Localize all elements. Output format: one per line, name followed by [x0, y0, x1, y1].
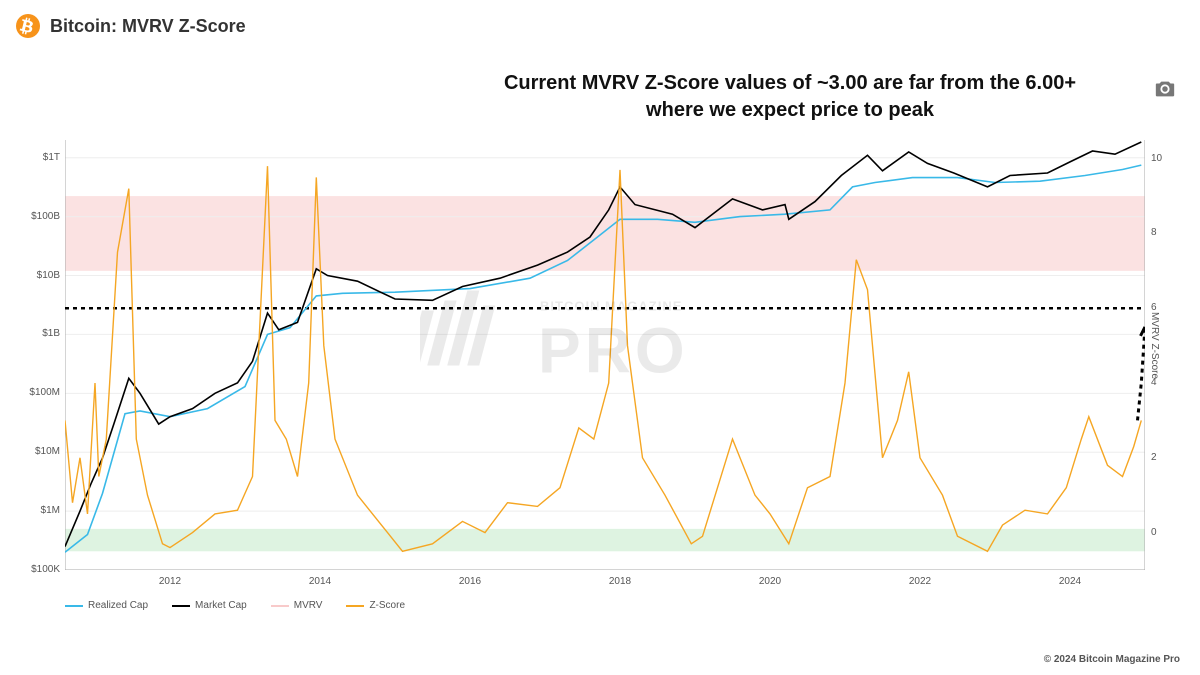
- y-left-tick-label: $1T: [10, 152, 60, 163]
- legend-item[interactable]: Realized Cap: [65, 600, 148, 611]
- chart-plot-area: [65, 140, 1145, 570]
- chart-title: Bitcoin: MVRV Z-Score: [50, 16, 246, 37]
- x-tick-label: 2014: [300, 576, 340, 587]
- y-right-tick-label: 2: [1151, 452, 1181, 463]
- y-left-tick-label: $1B: [10, 328, 60, 339]
- chart-header: Bitcoin: MVRV Z-Score: [0, 0, 1200, 48]
- legend-item[interactable]: MVRV: [271, 600, 323, 611]
- y-right-tick-label: 4: [1151, 377, 1181, 388]
- x-tick-label: 2022: [900, 576, 940, 587]
- y-left-tick-label: $100B: [10, 211, 60, 222]
- right-axis-title: MVRV Z-Score: [1149, 312, 1160, 379]
- copyright-text: © 2024 Bitcoin Magazine Pro: [1044, 654, 1180, 665]
- y-left-tick-label: $100K: [10, 564, 60, 575]
- screenshot-button[interactable]: [1154, 78, 1176, 100]
- legend-item[interactable]: Market Cap: [172, 600, 247, 611]
- legend-swatch: [346, 605, 364, 607]
- x-tick-label: 2016: [450, 576, 490, 587]
- legend-swatch: [65, 605, 83, 607]
- x-tick-label: 2024: [1050, 576, 1090, 587]
- y-right-tick-label: 0: [1151, 527, 1181, 538]
- y-left-tick-label: $100M: [10, 387, 60, 398]
- legend-label: MVRV: [294, 600, 323, 611]
- legend-swatch: [172, 605, 190, 607]
- x-tick-label: 2020: [750, 576, 790, 587]
- y-left-tick-label: $1M: [10, 505, 60, 516]
- y-left-tick-label: $10B: [10, 270, 60, 281]
- legend-item[interactable]: Z-Score: [346, 600, 405, 611]
- legend-label: Realized Cap: [88, 600, 148, 611]
- bitcoin-icon: [16, 14, 40, 38]
- y-right-tick-label: 6: [1151, 302, 1181, 313]
- band-mvrv-low: [65, 529, 1145, 551]
- y-left-tick-label: $10M: [10, 446, 60, 457]
- y-right-tick-label: 8: [1151, 227, 1181, 238]
- legend-swatch: [271, 605, 289, 607]
- legend-label: Z-Score: [369, 600, 405, 611]
- legend-label: Market Cap: [195, 600, 247, 611]
- trend-arrow-line: [1138, 327, 1146, 420]
- chart-svg: [65, 140, 1145, 570]
- x-tick-label: 2012: [150, 576, 190, 587]
- x-tick-label: 2018: [600, 576, 640, 587]
- chart-annotation: Current MVRV Z-Score values of ~3.00 are…: [480, 70, 1100, 124]
- chart-legend: Realized Cap Market Cap MVRV Z-Score: [65, 600, 405, 611]
- y-right-tick-label: 10: [1151, 153, 1181, 164]
- band-mvrv-high: [65, 196, 1145, 271]
